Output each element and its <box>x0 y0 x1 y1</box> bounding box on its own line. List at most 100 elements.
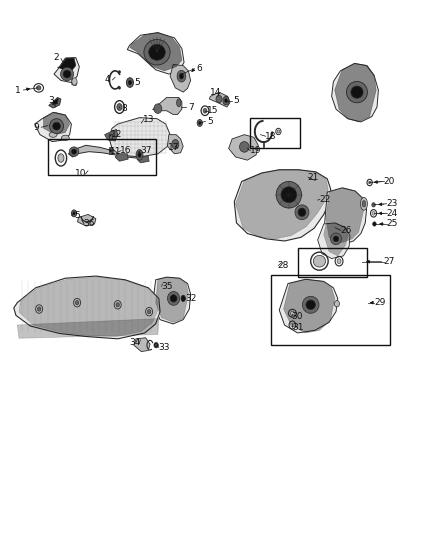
Ellipse shape <box>149 44 165 60</box>
Text: 37: 37 <box>140 146 152 155</box>
Ellipse shape <box>60 67 74 80</box>
Polygon shape <box>284 279 335 333</box>
Text: 23: 23 <box>386 199 398 208</box>
Text: 8: 8 <box>121 103 127 112</box>
Text: 3: 3 <box>48 95 54 104</box>
Text: 33: 33 <box>158 343 170 352</box>
Polygon shape <box>170 64 191 92</box>
Ellipse shape <box>71 210 77 217</box>
Polygon shape <box>115 154 128 161</box>
Polygon shape <box>325 188 367 244</box>
Text: 14: 14 <box>210 88 221 97</box>
Ellipse shape <box>360 197 367 210</box>
Text: 5: 5 <box>207 117 213 126</box>
Polygon shape <box>78 214 96 226</box>
Ellipse shape <box>58 154 64 163</box>
Polygon shape <box>134 338 150 352</box>
Polygon shape <box>234 169 331 241</box>
Polygon shape <box>52 99 58 105</box>
Ellipse shape <box>373 222 376 226</box>
Ellipse shape <box>167 292 180 305</box>
Text: 13: 13 <box>143 115 155 124</box>
Ellipse shape <box>346 82 367 103</box>
Ellipse shape <box>128 80 132 85</box>
Ellipse shape <box>63 70 71 78</box>
Text: 11: 11 <box>110 147 121 156</box>
Text: 24: 24 <box>386 209 398 218</box>
Polygon shape <box>324 223 348 256</box>
Ellipse shape <box>276 181 301 208</box>
Text: 30: 30 <box>291 312 303 321</box>
Ellipse shape <box>53 122 60 130</box>
Text: 9: 9 <box>34 123 39 132</box>
Ellipse shape <box>306 300 315 310</box>
Ellipse shape <box>170 295 177 302</box>
Ellipse shape <box>75 301 79 305</box>
Polygon shape <box>318 223 350 259</box>
Ellipse shape <box>298 208 306 216</box>
Ellipse shape <box>240 142 249 152</box>
Ellipse shape <box>72 78 77 85</box>
Ellipse shape <box>334 301 339 307</box>
Ellipse shape <box>116 303 120 307</box>
Ellipse shape <box>198 122 201 125</box>
Ellipse shape <box>216 95 222 103</box>
Polygon shape <box>17 319 159 338</box>
Ellipse shape <box>331 233 342 245</box>
Text: 4: 4 <box>105 75 110 84</box>
Text: 16: 16 <box>120 146 132 155</box>
Text: 27: 27 <box>384 257 395 266</box>
Bar <box>48 139 155 175</box>
Polygon shape <box>155 277 188 322</box>
Bar <box>250 118 300 148</box>
Ellipse shape <box>295 205 309 220</box>
Polygon shape <box>326 188 364 243</box>
Ellipse shape <box>118 70 120 73</box>
Text: 32: 32 <box>185 294 197 303</box>
Polygon shape <box>332 63 378 122</box>
Polygon shape <box>43 112 70 135</box>
Polygon shape <box>167 135 183 154</box>
Ellipse shape <box>61 135 69 141</box>
Text: 5: 5 <box>74 211 80 220</box>
Polygon shape <box>110 134 112 139</box>
Ellipse shape <box>177 70 186 82</box>
Ellipse shape <box>136 150 143 160</box>
Ellipse shape <box>127 78 134 87</box>
Polygon shape <box>152 277 191 324</box>
Text: 6: 6 <box>197 64 202 73</box>
Ellipse shape <box>36 86 41 90</box>
Ellipse shape <box>49 119 64 134</box>
Text: 20: 20 <box>384 177 395 186</box>
Text: 17: 17 <box>168 143 180 152</box>
Text: 10: 10 <box>75 169 86 179</box>
Ellipse shape <box>302 296 319 313</box>
Polygon shape <box>57 58 76 71</box>
Ellipse shape <box>333 236 339 242</box>
Ellipse shape <box>351 86 363 98</box>
Ellipse shape <box>372 203 375 207</box>
Polygon shape <box>279 279 338 333</box>
Ellipse shape <box>368 181 371 184</box>
Text: 18: 18 <box>265 132 276 141</box>
Ellipse shape <box>224 99 227 103</box>
Ellipse shape <box>118 86 120 89</box>
Ellipse shape <box>154 104 162 114</box>
Ellipse shape <box>203 108 207 113</box>
Ellipse shape <box>223 96 229 105</box>
Text: 21: 21 <box>307 173 318 182</box>
Ellipse shape <box>362 200 366 207</box>
Text: 36: 36 <box>83 220 95 229</box>
Polygon shape <box>130 33 182 71</box>
Text: 34: 34 <box>130 338 141 347</box>
Text: 7: 7 <box>188 102 194 111</box>
Ellipse shape <box>291 323 294 327</box>
Bar <box>297 248 367 277</box>
Ellipse shape <box>71 149 77 155</box>
Text: 5: 5 <box>233 96 239 105</box>
Text: 12: 12 <box>111 130 122 139</box>
Ellipse shape <box>277 130 280 133</box>
Polygon shape <box>68 146 140 158</box>
Polygon shape <box>127 33 184 74</box>
Text: 1: 1 <box>15 85 21 94</box>
